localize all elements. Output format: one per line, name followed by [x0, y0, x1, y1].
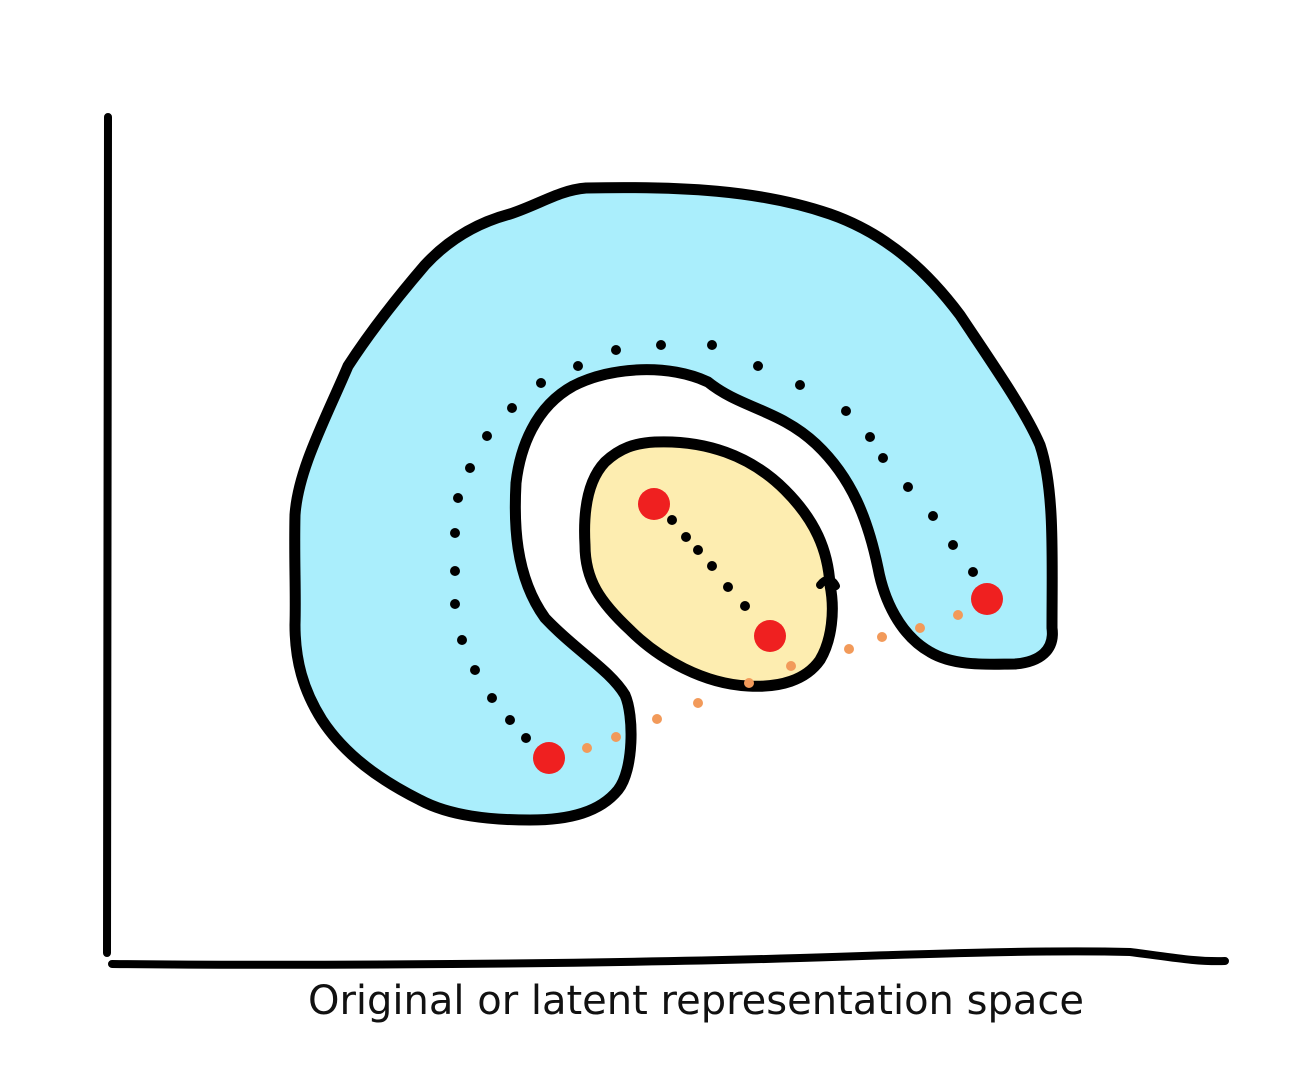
axis-label: Original or latent representation space [308, 978, 1084, 1024]
outer-region [289, 182, 1058, 826]
sample-point [971, 583, 1003, 615]
y-axis [103, 113, 112, 957]
linear-path-dots [582, 610, 963, 753]
sample-points [533, 488, 1003, 774]
sample-point [638, 488, 670, 520]
sample-point [754, 620, 786, 652]
x-axis [108, 947, 1229, 969]
manifold-path-dots [450, 340, 978, 743]
sample-point [533, 742, 565, 774]
inner-region-notch [816, 575, 840, 590]
